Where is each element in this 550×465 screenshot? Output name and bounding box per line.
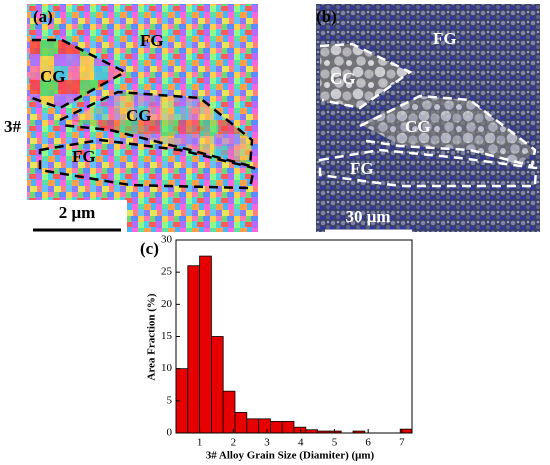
region-label: CG xyxy=(126,106,152,125)
region-outlines xyxy=(318,42,538,188)
bar xyxy=(258,418,271,434)
bar xyxy=(269,421,283,434)
side-label: 3# xyxy=(4,117,22,136)
region-outlines xyxy=(31,38,256,190)
panel-label: (c) xyxy=(140,239,159,258)
scale-bar-label: 2 μm xyxy=(59,203,96,222)
y-tick-label: 15 xyxy=(161,330,173,342)
y-tick-label: 5 xyxy=(167,394,173,406)
region-label: FG xyxy=(433,29,457,48)
region-label: FG xyxy=(72,147,96,166)
region-label: CG xyxy=(405,117,431,136)
x-tick-label: 6 xyxy=(365,437,371,449)
bar xyxy=(187,265,201,434)
bar xyxy=(246,418,260,434)
x-tick-label: 5 xyxy=(332,437,338,449)
bar xyxy=(281,421,295,434)
coarse-region xyxy=(320,44,410,108)
region-label: CG xyxy=(330,69,356,88)
coarse-region xyxy=(360,96,535,165)
bar xyxy=(222,390,236,434)
y-tick-label: 30 xyxy=(161,234,173,246)
coarse-region xyxy=(30,38,125,110)
panel-a: (a) 3# FG CG CG FG 2 μm xyxy=(4,4,258,232)
y-tick-label: 25 xyxy=(161,266,173,278)
scale-bar-label: 30 μm xyxy=(345,207,390,226)
panel-label: (b) xyxy=(316,7,337,26)
y-axis-label: Area Fraction (%) xyxy=(146,293,158,380)
x-tick-label: 1 xyxy=(197,437,203,449)
coarse-region xyxy=(70,92,252,165)
bar xyxy=(199,255,212,434)
x-axis-label: 3# Alloy Grain Size (Diamiter) (μm) xyxy=(206,450,375,462)
y-tick-label: 10 xyxy=(161,362,173,374)
histogram-panel: (c) 3# Alloy Grain Size (Diamiter) (μm) … xyxy=(140,234,413,462)
bar xyxy=(293,426,307,434)
x-tick-label: 7 xyxy=(399,437,405,449)
y-tick-label: 0 xyxy=(167,427,173,439)
y-tick-label: 20 xyxy=(161,298,173,310)
x-tick-label: 2 xyxy=(231,437,237,449)
bar xyxy=(234,412,248,434)
region-label: CG xyxy=(40,67,66,86)
x-tick-label: 4 xyxy=(298,437,304,449)
region-label: FG xyxy=(140,31,164,50)
panel-b: (b) FG CG CG FG 30 μm xyxy=(316,4,540,233)
panel-label: (a) xyxy=(33,7,53,26)
region-label: FG xyxy=(350,159,374,178)
x-tick-label: 3 xyxy=(264,437,270,449)
bar xyxy=(210,336,224,434)
